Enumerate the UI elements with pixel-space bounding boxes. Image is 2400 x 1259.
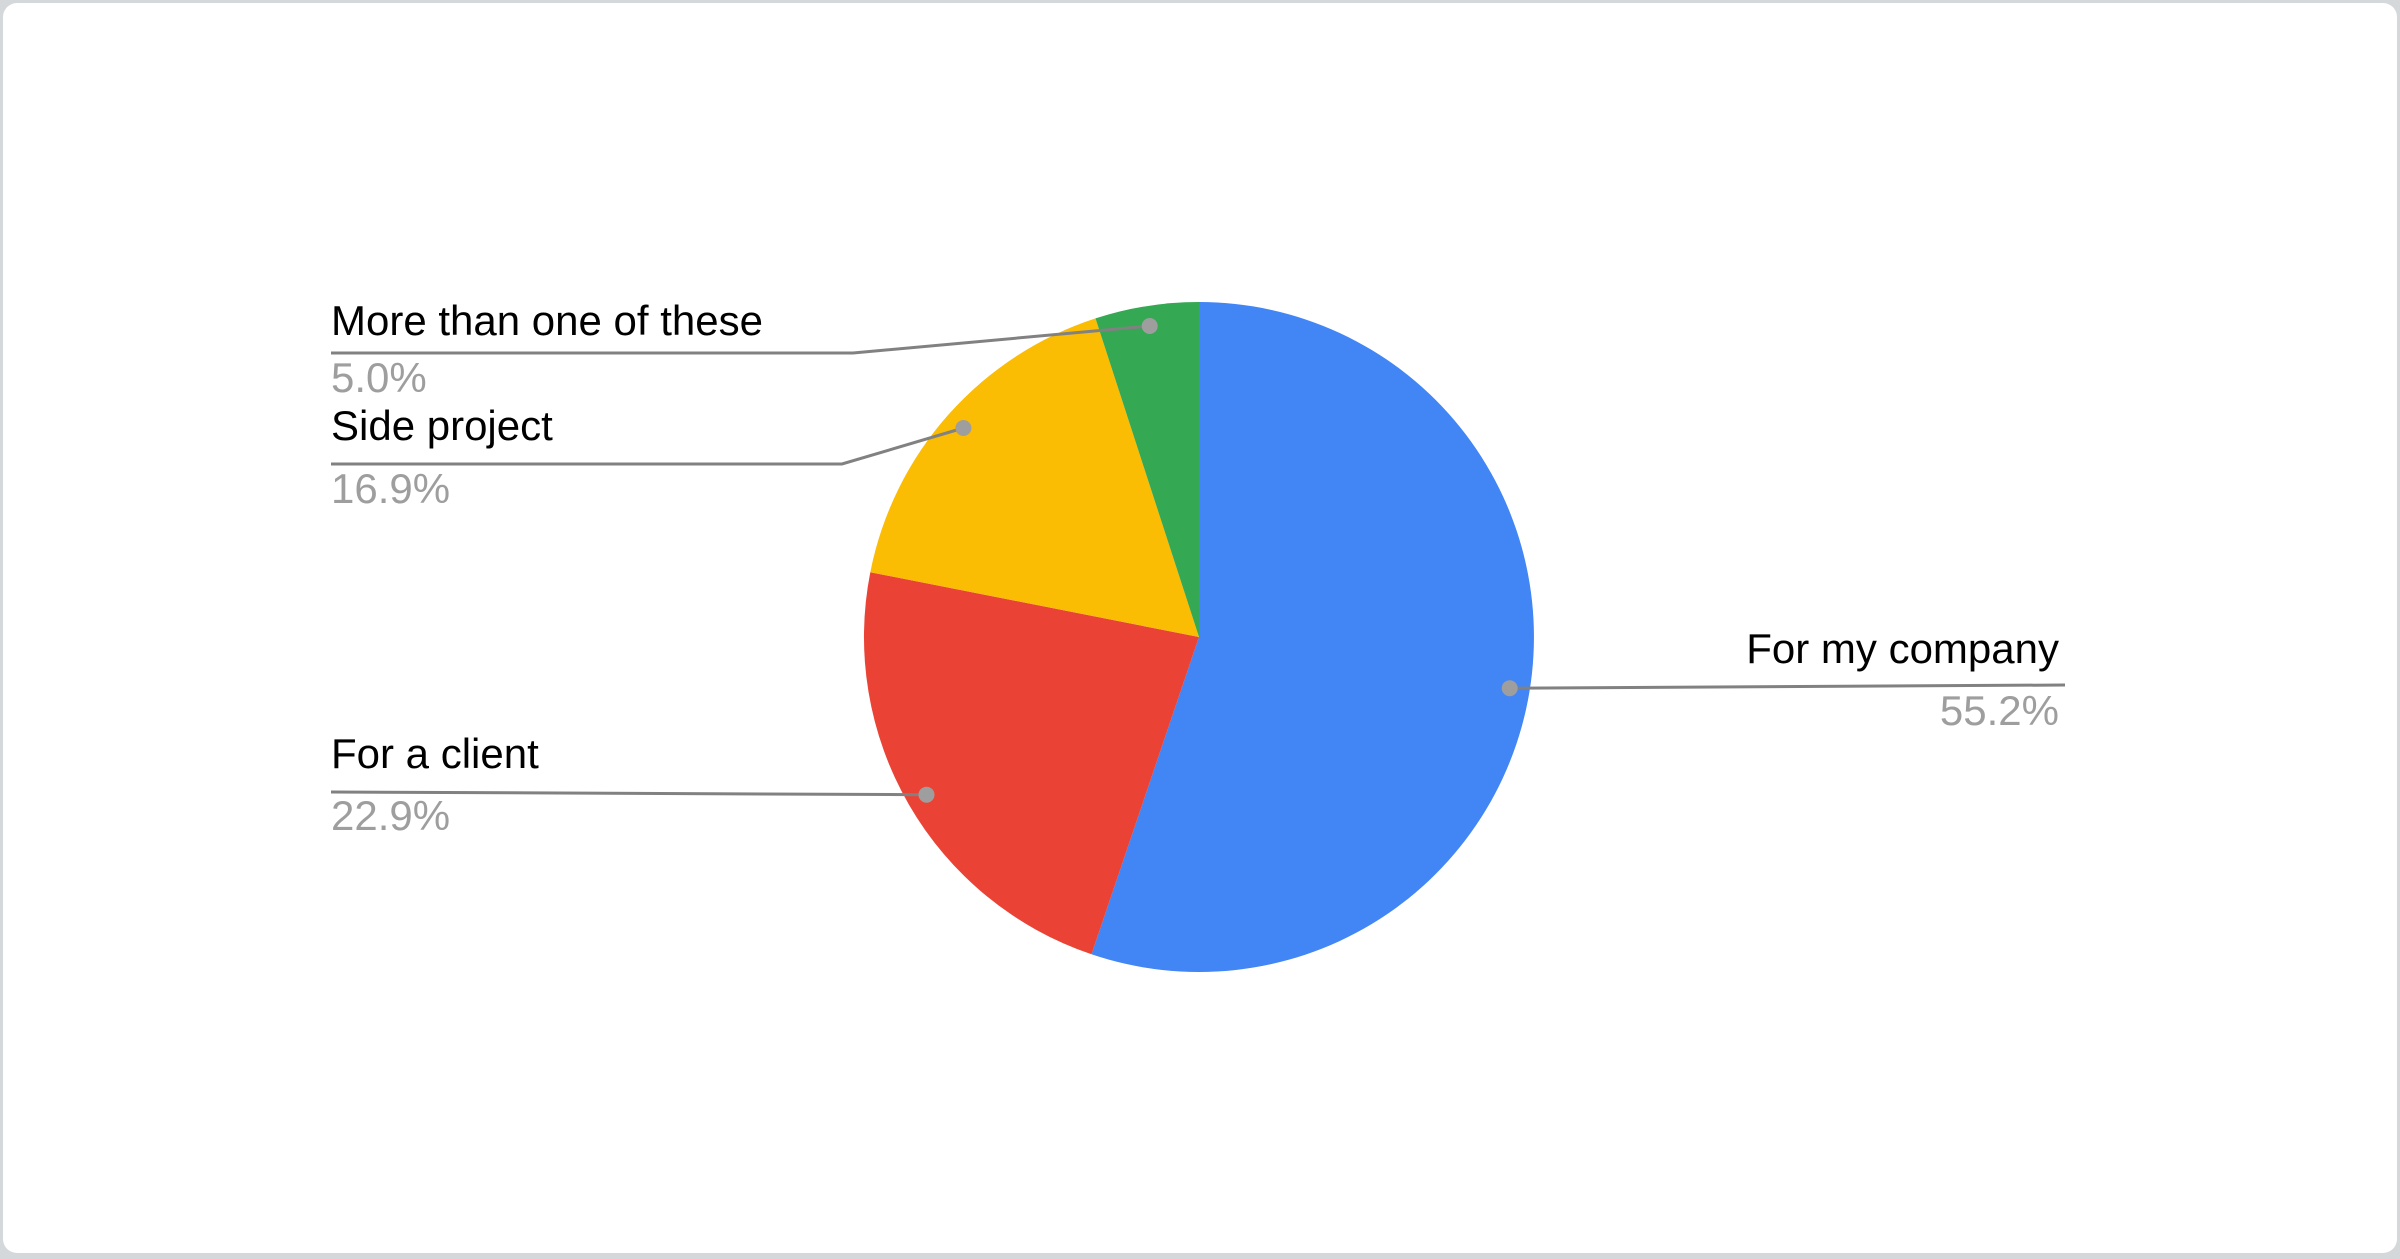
slice-callout-side-project: Side project 16.9% bbox=[331, 404, 553, 511]
slice-callout-for-a-client: For a client 22.9% bbox=[331, 732, 539, 838]
pie-slice-0[interactable] bbox=[1091, 302, 1534, 972]
slice-percentage: 22.9% bbox=[331, 792, 451, 839]
slice-callout-for-my-company: For my company 55.2% bbox=[1746, 627, 2059, 733]
pie-chart-svg bbox=[330, 302, 2066, 972]
leader-line-3 bbox=[331, 324, 1150, 355]
slice-dot-2 bbox=[955, 420, 972, 436]
pie-slice-2[interactable] bbox=[870, 318, 1199, 637]
slice-percentage: 55.2% bbox=[1939, 687, 2059, 734]
slice-percentage: 16.9% bbox=[331, 465, 451, 512]
slice-label: More than one of these bbox=[331, 297, 763, 344]
pie-slice-1[interactable] bbox=[863, 572, 1199, 955]
slice-dot-3 bbox=[1141, 318, 1158, 334]
slice-label: For my company bbox=[1746, 625, 2059, 672]
chart-card: For my company 55.2% For a client 22.9% … bbox=[3, 3, 2397, 1253]
slice-callout-more-than-one: More than one of these 5.0% bbox=[331, 299, 763, 400]
leader-line-2 bbox=[331, 426, 964, 466]
slice-percentage: 5.0% bbox=[331, 354, 427, 401]
leader-line-1 bbox=[330, 790, 927, 797]
slice-label: For a client bbox=[331, 730, 539, 777]
pie-slice-3[interactable] bbox=[1095, 302, 1200, 637]
slice-label: Side project bbox=[331, 402, 553, 449]
slice-dot-0 bbox=[1501, 680, 1518, 697]
slice-dot-1 bbox=[918, 786, 935, 803]
leader-line-0 bbox=[1509, 683, 2066, 690]
